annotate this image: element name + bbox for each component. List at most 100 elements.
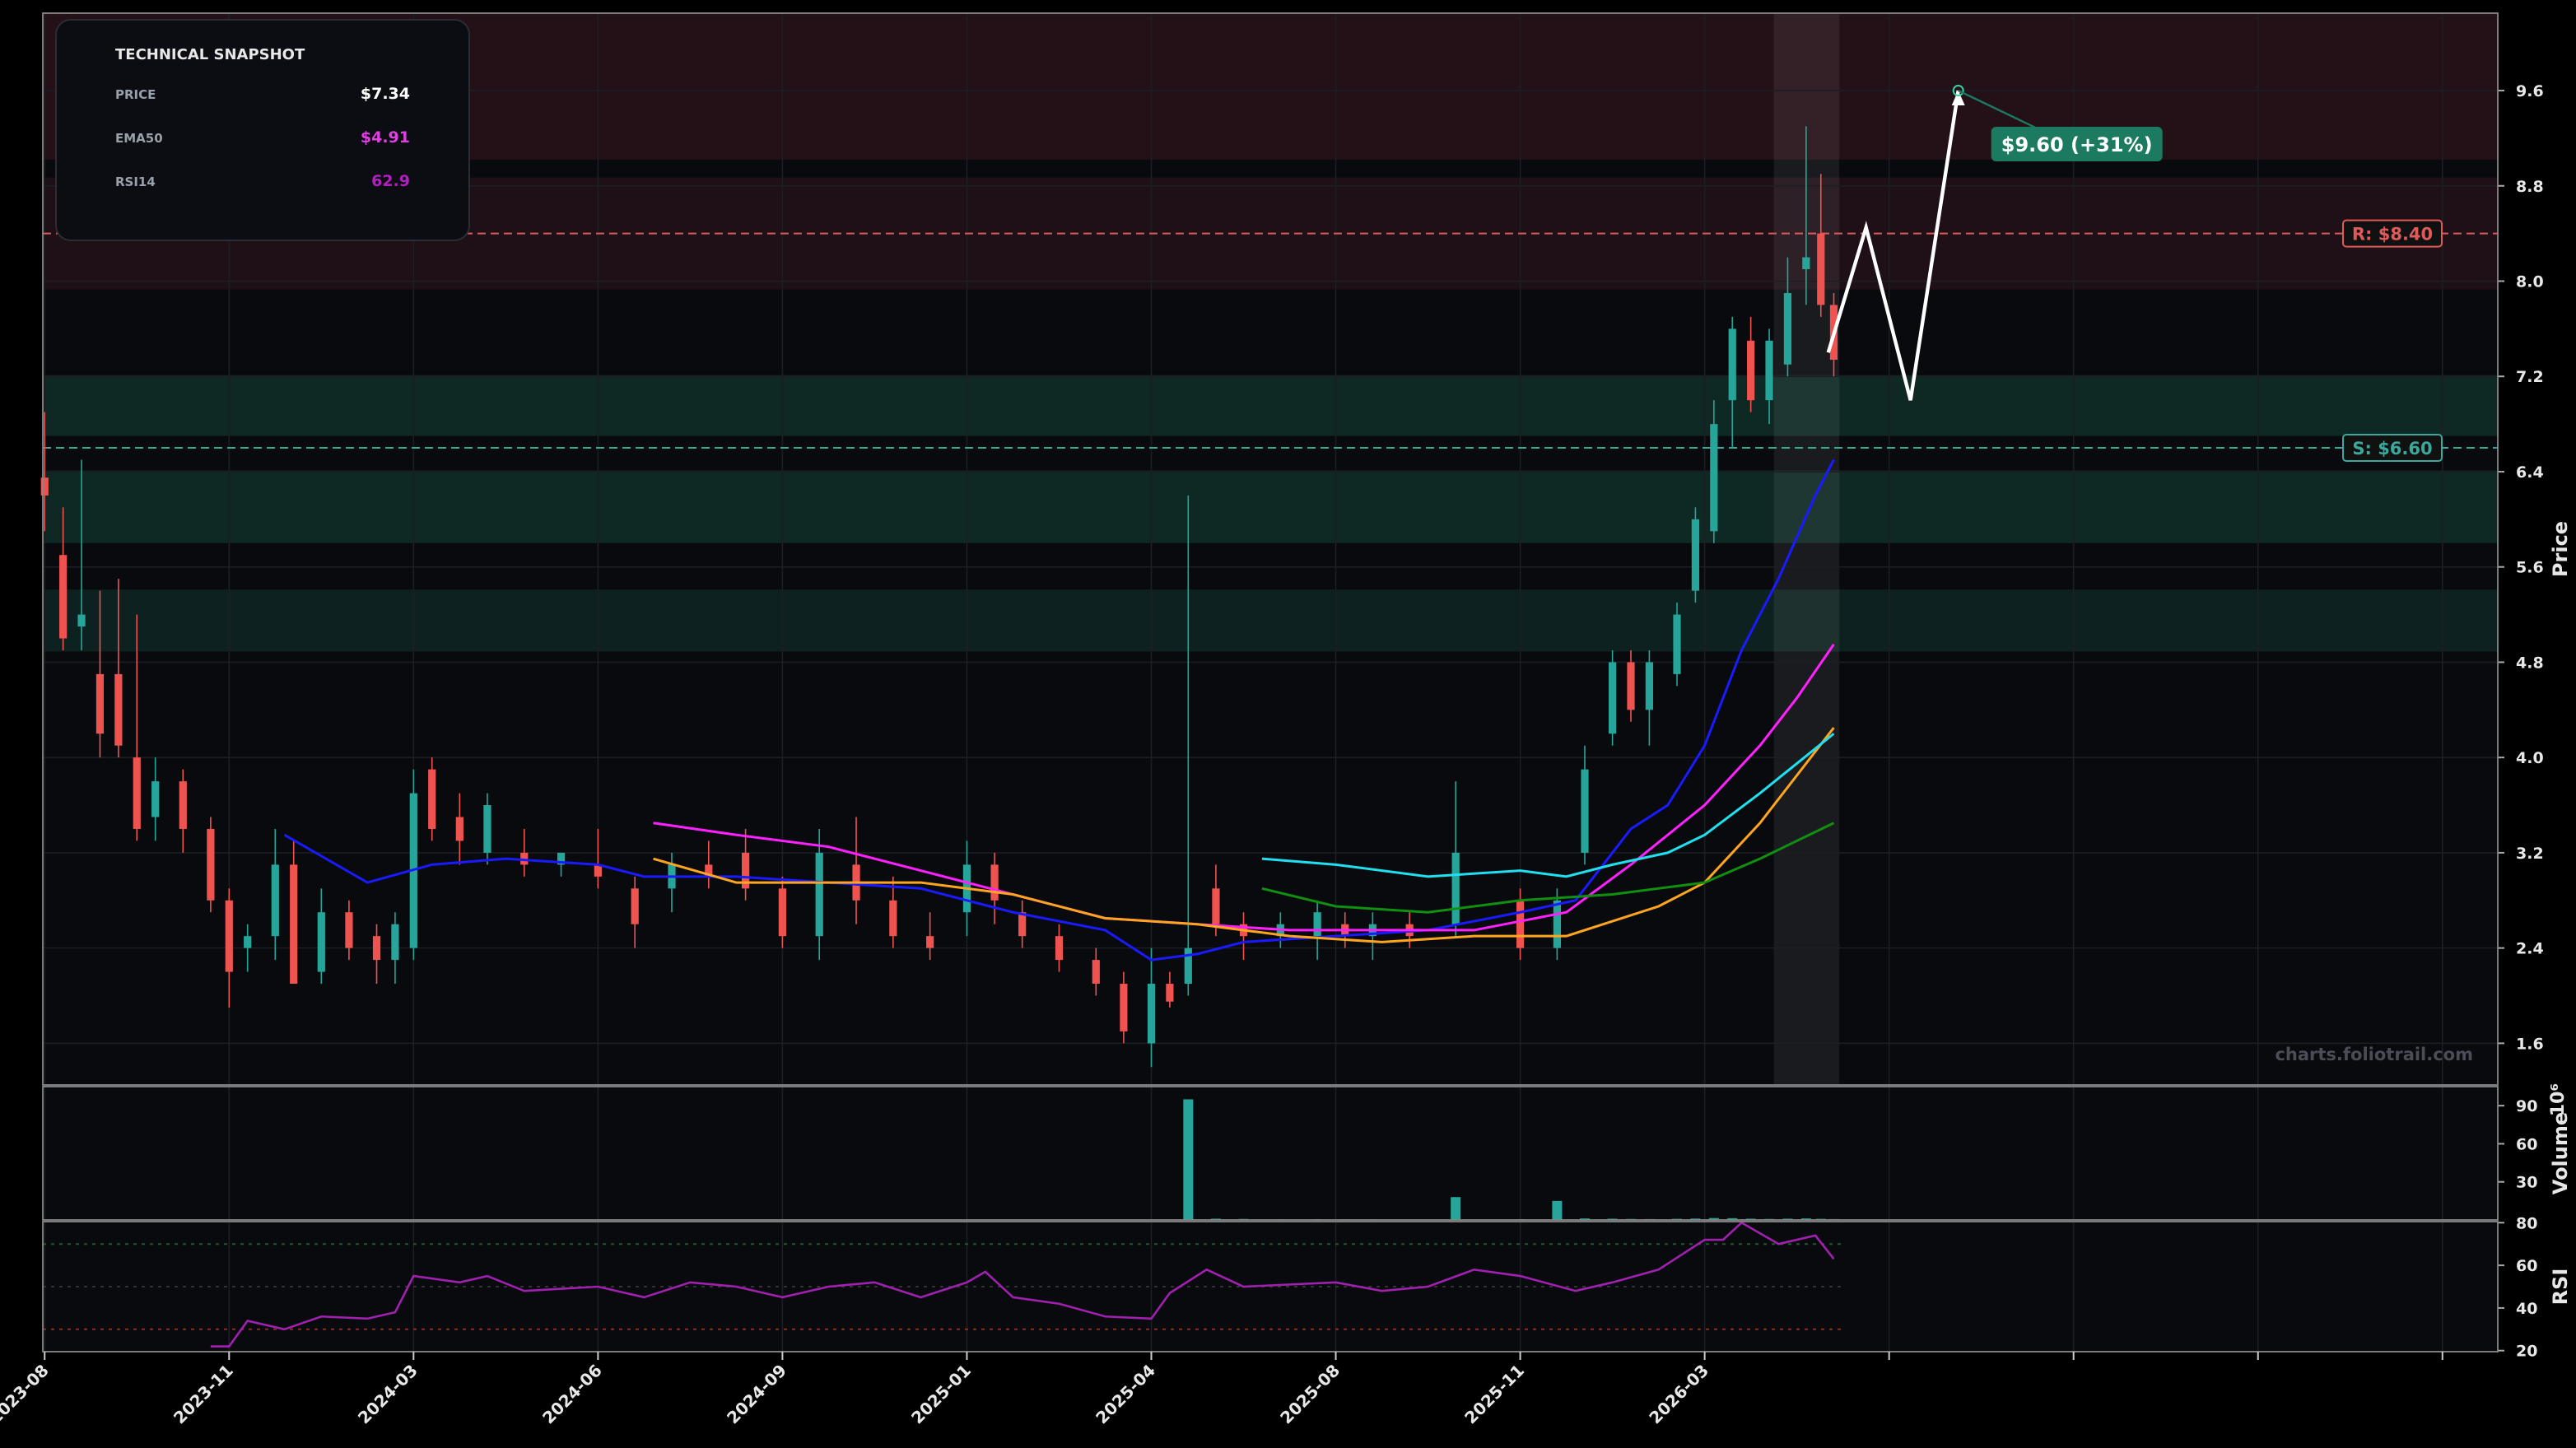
annotation-box: [1991, 127, 2163, 162]
candle-body: [1728, 328, 1736, 401]
forecast-line: [1826, 90, 1960, 401]
candle-body: [1802, 257, 1810, 270]
candle-body: [179, 781, 187, 829]
candle-body: [1608, 662, 1617, 734]
y-tick-label: 30: [2516, 1174, 2537, 1192]
candle-body: [391, 924, 399, 961]
candle-body: [59, 555, 68, 639]
volume-bar: [1552, 1200, 1563, 1220]
candle-body: [345, 912, 353, 948]
y-tick-label: 40: [2516, 1300, 2537, 1318]
candle-body: [244, 936, 252, 948]
annotation-connector: [1958, 89, 2042, 132]
panel-frame: [42, 12, 2499, 1086]
candle-body: [705, 864, 713, 877]
snapshot-label: EMA50: [115, 131, 163, 146]
zone: [43, 470, 2498, 543]
candle-body: [455, 817, 463, 841]
watermark: charts.foliotrail.com: [2275, 1045, 2473, 1064]
y-tick-label: 2.4: [2516, 940, 2544, 958]
y-tick-label: 4.8: [2516, 654, 2544, 672]
candle-body: [483, 805, 491, 853]
y-tick-label: 60: [2516, 1257, 2537, 1275]
y-tick-label: 60: [2516, 1135, 2537, 1153]
candle-body: [1783, 292, 1792, 365]
snapshot-label: RSI14: [115, 175, 156, 189]
candle-body: [631, 888, 639, 924]
candle-body: [1451, 852, 1460, 924]
level-label: S: $6.60: [2352, 439, 2432, 459]
candle-body: [1516, 900, 1525, 948]
rsi-line: [210, 1221, 1835, 1348]
candle-body: [1147, 984, 1156, 1044]
candle-body: [594, 864, 602, 877]
candle-body: [926, 936, 934, 948]
candle-body: [1166, 984, 1174, 1002]
axis-title: RSI: [2549, 1269, 2572, 1306]
candle-body: [1747, 340, 1755, 401]
axis-scale: 10⁶: [2548, 1083, 2569, 1116]
candle-body: [1765, 340, 1773, 401]
candle-body: [428, 769, 436, 829]
candle-body: [290, 864, 298, 985]
y-tick-label: 6.4: [2516, 463, 2544, 482]
moving-average: [653, 727, 1835, 943]
candle-body: [1691, 519, 1700, 591]
candle-body: [1581, 769, 1589, 853]
zone: [43, 375, 2498, 436]
candle-body: [372, 936, 381, 961]
candle-body: [1710, 424, 1718, 532]
candle-body: [1212, 888, 1220, 924]
candle-body: [778, 888, 787, 937]
y-tick-label: 5.6: [2516, 559, 2544, 577]
volume-bar: [1800, 1218, 1811, 1220]
axis-title: Price: [2549, 521, 2572, 577]
y-tick-label: 80: [2516, 1214, 2537, 1232]
candle-body: [40, 477, 49, 496]
snapshot-panel: TECHNICAL SNAPSHOT PRICE $7.34 EMA50 $4.91 R…: [55, 19, 470, 241]
snapshot-value: $7.34: [361, 85, 410, 103]
candle-body: [1120, 984, 1128, 1031]
snapshot-value: 62.9: [371, 172, 410, 190]
moving-average: [1261, 733, 1835, 878]
candle-body: [1673, 614, 1681, 674]
level-label: R: $8.40: [2352, 225, 2433, 244]
candle-body: [1184, 947, 1192, 985]
annotation-label: $9.60 (+31%): [2001, 133, 2153, 156]
snapshot-box: [55, 19, 470, 241]
moving-average: [1261, 822, 1835, 914]
candle-body: [317, 912, 325, 972]
y-tick-label: 8.8: [2516, 178, 2544, 196]
zone: [43, 589, 2498, 652]
y-tick-label: 1.6: [2516, 1035, 2544, 1053]
y-tick-label: 7.2: [2516, 368, 2544, 386]
candle-body: [1018, 912, 1027, 937]
y-tick-label: 20: [2516, 1343, 2537, 1361]
candle-body: [77, 614, 86, 627]
axis-title: Volume: [2549, 1112, 2572, 1194]
panel-background: [43, 1087, 2498, 1220]
snapshot-value: $4.91: [361, 128, 410, 147]
candle-body: [815, 852, 823, 937]
candle-body: [1092, 960, 1100, 985]
level-label-box: [2342, 219, 2443, 248]
candle-body: [95, 673, 105, 734]
candle-body: [207, 828, 215, 901]
candle-body: [889, 900, 897, 937]
candle-body: [990, 864, 999, 901]
candle-body: [557, 852, 566, 865]
candle-body: [1055, 936, 1064, 961]
moving-average: [283, 459, 1835, 961]
moving-average: [653, 643, 1835, 932]
candle-body: [151, 781, 160, 817]
volume-bar: [1579, 1218, 1590, 1220]
y-tick-label: 3.2: [2516, 845, 2544, 863]
y-tick-label: 8.0: [2516, 273, 2544, 291]
candle-body: [1645, 662, 1654, 710]
candle-body: [1553, 900, 1561, 948]
candle-body: [742, 852, 750, 889]
snapshot-title: TECHNICAL SNAPSHOT: [115, 46, 305, 63]
y-tick-label: 90: [2516, 1097, 2537, 1115]
